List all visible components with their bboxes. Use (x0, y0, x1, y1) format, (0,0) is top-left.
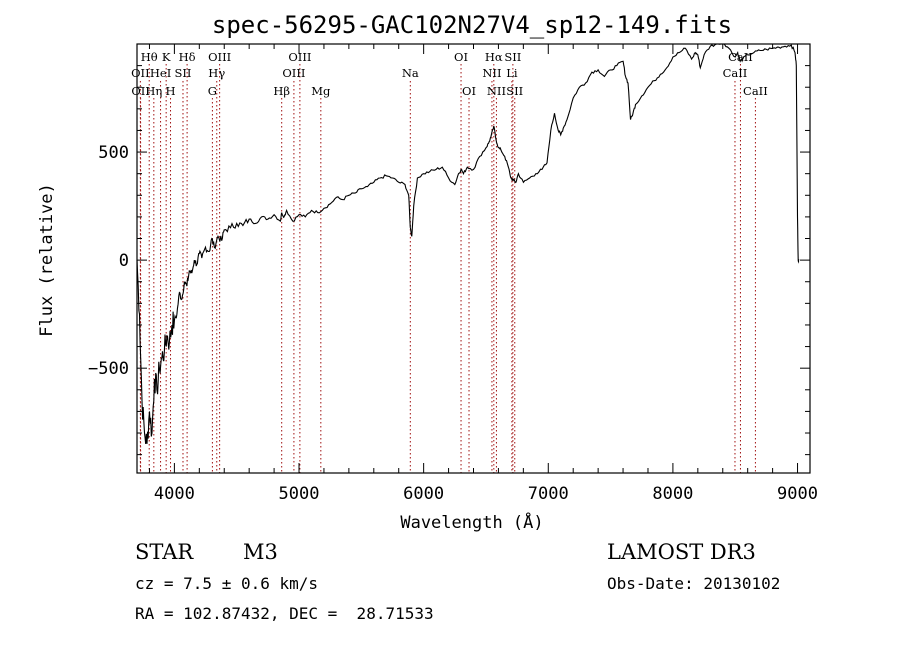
survey-name: LAMOST DR3 (607, 540, 756, 564)
y-tick-label--500: −500 (88, 359, 129, 379)
line-marker-labels: Hθ OII OII K HeI Hη Hδ SII H OIII Hγ G OIII OIII Hβ Mg N… (131, 50, 768, 98)
line-marker-label-23: NII (487, 84, 506, 98)
line-marker-label-11: G (208, 84, 217, 98)
x-tick-label-6000: 6000 (403, 484, 444, 504)
x-tick-label-9000: 9000 (777, 484, 818, 504)
line-marker-label-21: NII (482, 66, 501, 80)
line-marker-label-1: OII (131, 66, 150, 80)
plot-frame (136, 43, 811, 474)
x-axis-label: Wavelength (Å) (400, 511, 543, 533)
line-marker-label-16: Na (402, 66, 419, 80)
y-axis-label: Flux (relative) (37, 183, 57, 337)
x-tick-label-7000: 7000 (528, 484, 569, 504)
line-marker-label-13: OIII (282, 66, 305, 80)
line-marker-label-0: Hθ (141, 50, 158, 64)
line-marker-label-5: Hη (145, 84, 162, 98)
y-tick-label-500: 500 (98, 143, 129, 163)
line-marker-label-7: SII (175, 66, 192, 80)
object-subclass: M3 (243, 540, 278, 564)
line-marker-label-20: SII (504, 50, 521, 64)
object-class: STAR (135, 540, 194, 564)
line-marker-label-26: CaII (723, 66, 748, 80)
line-marker-label-17: OI (454, 50, 468, 64)
line-marker-label-9: OIII (208, 50, 231, 64)
redshift-readout: cz = 7.5 ± 0.6 km/s (135, 574, 319, 593)
y-tick-label-0: 0 (119, 251, 129, 271)
line-marker-label-22: Li (506, 66, 518, 80)
x-tick-label-8000: 8000 (652, 484, 693, 504)
x-axis-ticks: 4000 5000 6000 7000 8000 9000 (148, 44, 818, 504)
line-marker-label-24: SII (506, 84, 523, 98)
x-tick-label-5000: 5000 (279, 484, 320, 504)
x-tick-label-4000: 4000 (154, 484, 195, 504)
observation-date: Obs-Date: 20130102 (607, 574, 781, 593)
line-marker-label-8: H (166, 84, 176, 98)
line-marker-label-3: K (162, 50, 171, 64)
line-marker-label-14: Hβ (273, 84, 290, 98)
spectrum-series-line (136, 43, 800, 445)
coordinates-readout: RA = 102.87432, DEC = 28.71533 (135, 604, 434, 623)
line-marker-label-19: Hα (485, 50, 503, 64)
y-axis-ticks: −500 0 500 (88, 65, 810, 456)
line-marker-label-27: CaII (743, 84, 768, 98)
line-marker-label-25: CaII (728, 50, 753, 64)
chart-title: spec-56295-GAC102N27V4_sp12-149.fits (212, 11, 732, 39)
line-marker-label-12: OIII (288, 50, 311, 64)
line-marker-label-2: OII (131, 84, 150, 98)
line-marker-label-6: Hδ (179, 50, 196, 64)
line-marker-label-15: Mg (311, 84, 331, 98)
line-markers (139, 64, 756, 473)
line-marker-label-4: HeI (150, 66, 171, 80)
line-marker-label-18: OI (462, 84, 476, 98)
line-marker-label-10: Hγ (208, 66, 225, 80)
